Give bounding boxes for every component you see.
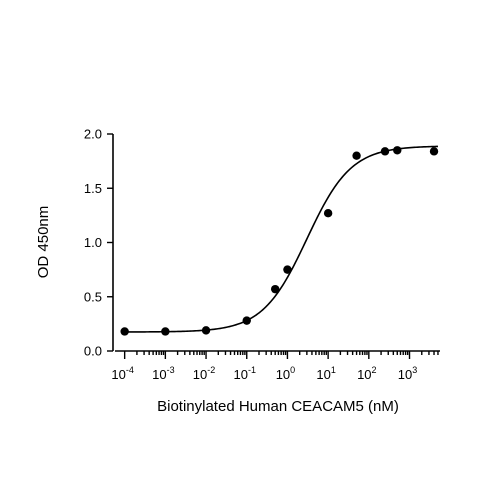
y-tick-label: 0.0 [84,344,102,359]
y-tick-label: 1.0 [84,235,102,250]
y-axis-title: OD 450nm [35,206,52,279]
data-point [323,209,333,218]
y-tick-label: 1.5 [84,181,102,196]
data-point [161,327,170,336]
x-tick-label: 10-1 [234,365,256,382]
x-tick-exponent: 0 [290,365,295,375]
x-tick-base: 10 [398,367,412,382]
x-tick-label: 102 [357,365,376,382]
x-tick-exponent: -2 [207,365,215,375]
x-tick-label: 10-2 [193,365,215,382]
x-tick-exponent: 3 [412,365,417,375]
data-point [242,316,251,325]
x-tick-exponent: -4 [126,365,134,375]
x-axis-title: Biotinylated Human CEACAM5 (nM) [157,398,399,415]
y-axis: 0.0 0.5 1.0 1.5 2.0 [84,127,114,359]
x-tick-label: 10-3 [152,365,174,382]
fit-curve [124,145,438,333]
data-point [120,327,129,336]
x-tick-exponent: 2 [372,365,377,375]
x-tick-label: 10-4 [111,365,133,382]
x-tick-base: 10 [111,367,125,382]
x-tick-base: 10 [357,367,371,382]
data-point [270,284,280,294]
x-tick-exponent: -3 [167,365,175,375]
x-tick-base: 10 [234,367,248,382]
data-point [352,151,361,160]
x-axis: 10-4 10-3 10-2 10-1 100 101 102 103 [111,350,440,382]
y-tick-label: 0.5 [84,289,102,304]
data-point [380,147,390,156]
x-tick-exponent: -1 [248,365,256,375]
data-point [429,147,439,156]
x-tick-base: 10 [193,367,207,382]
x-tick-label: 101 [316,365,335,382]
data-point [201,326,211,335]
x-tick-label: 103 [398,365,417,382]
x-tick-base: 10 [276,367,290,382]
x-tick-label: 100 [276,365,295,382]
x-tick-exponent: 1 [331,365,336,375]
data-point [393,146,402,155]
data-points [120,146,439,336]
data-point [283,265,292,274]
x-tick-base: 10 [316,367,330,382]
x-tick-base: 10 [152,367,166,382]
y-tick-label: 2.0 [84,127,102,142]
